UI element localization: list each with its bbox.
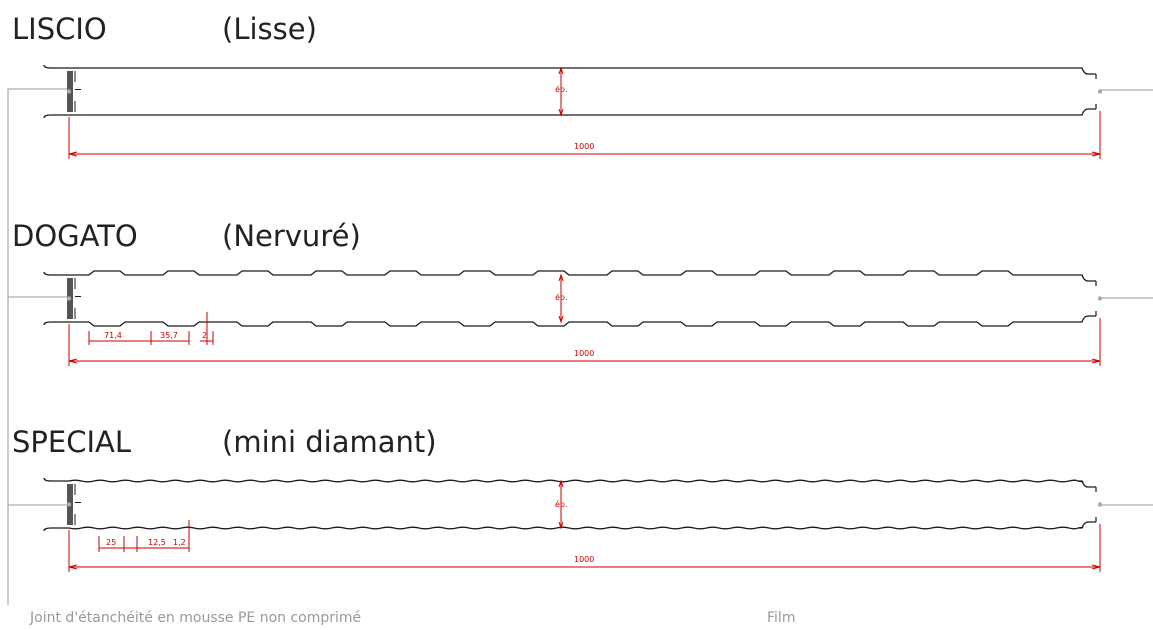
rib-pitch-label: 71,4 (104, 331, 122, 340)
width-dim-arrows (68, 564, 1101, 570)
top-skin (68, 479, 1096, 488)
diamond-depth-label: 1,2 (173, 538, 186, 547)
profile-subtitle-liscio: (Lisse) (222, 12, 317, 46)
thickness-label-liscio: ép. (555, 84, 568, 94)
width-label-dogato: 1000 (574, 349, 594, 358)
top-skin-hook (43, 271, 69, 276)
profile-name-dogato: DOGATO (12, 219, 138, 253)
bottom-skin (69, 108, 1096, 116)
top-skin-hook (43, 477, 69, 482)
film-marker (1097, 89, 1103, 94)
bottom-skin (68, 521, 1096, 530)
profile-name-special: SPECIAL (12, 425, 132, 459)
top-skin (69, 270, 1096, 282)
seal-marker (66, 89, 72, 94)
rib-depth-label: 2 (202, 331, 207, 340)
joint-detail (74, 278, 81, 319)
profile-subtitle-dogato: (Nervuré) (222, 219, 361, 253)
width-label-special: 1000 (574, 555, 594, 564)
bottom-skin-hook (43, 114, 69, 119)
profile-name-liscio: LISCIO (12, 12, 107, 46)
joint-detail (74, 484, 81, 525)
joint-detail (74, 71, 81, 112)
top-skin (69, 67, 1096, 75)
thickness-dim-arrows (558, 479, 564, 530)
rib-width-label: 35,7 (160, 331, 178, 340)
bottom-skin-hook (43, 321, 69, 326)
panel-dogato (43, 270, 1103, 366)
seal-caption: Joint d'étanchéité en mousse PE non comp… (30, 610, 362, 626)
film-marker (1097, 502, 1103, 507)
thickness-dim-arrows (558, 273, 564, 324)
thickness-label-dogato: ép. (555, 292, 568, 302)
seal-leader-lines (7, 88, 69, 605)
width-dim-arrows (68, 151, 1101, 157)
width-dim-arrows (68, 358, 1101, 364)
width-label-liscio: 1000 (574, 142, 594, 151)
panel-liscio (43, 64, 1103, 159)
thickness-label-special: ép. (555, 499, 568, 509)
bottom-skin (69, 315, 1096, 327)
profile-subtitle-special: (mini diamant) (222, 425, 437, 459)
diamond-pitch-label: 25 (106, 538, 116, 547)
panel-special (43, 477, 1103, 572)
film-caption: Film (767, 610, 796, 626)
seal-marker (66, 502, 72, 507)
diamond-width-label: 12,5 (148, 538, 166, 547)
seal-marker (66, 296, 72, 301)
film-marker (1097, 296, 1103, 301)
thickness-dim-arrows (558, 66, 564, 117)
bottom-skin-hook (43, 527, 69, 532)
film-leader-lines (1100, 89, 1153, 506)
top-skin-hook (43, 64, 69, 69)
